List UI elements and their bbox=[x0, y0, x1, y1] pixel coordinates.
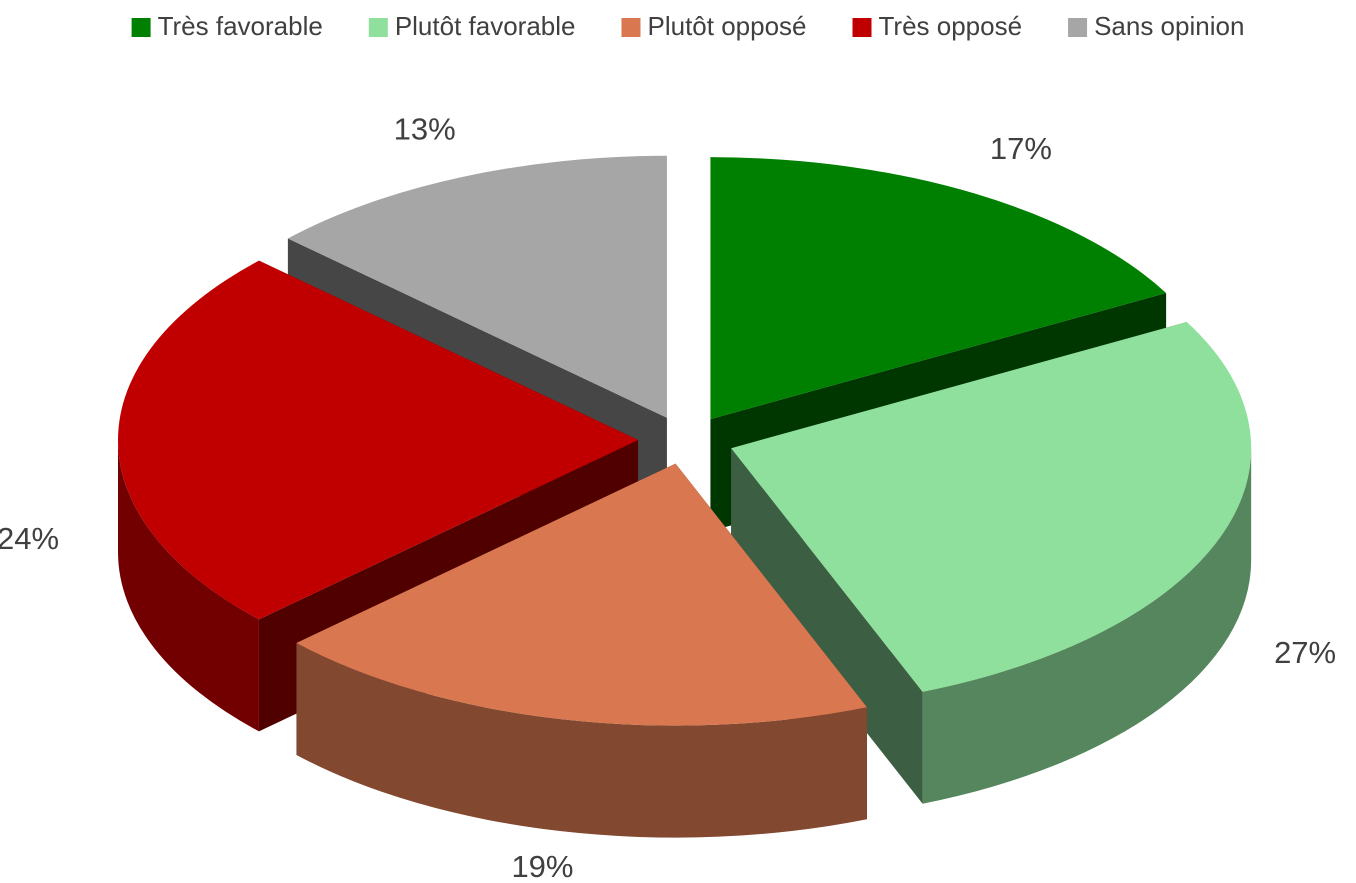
data-label: 19% bbox=[511, 849, 573, 883]
slice bbox=[296, 463, 867, 838]
slice-wall bbox=[296, 642, 867, 838]
slice-top bbox=[117, 260, 639, 620]
legend-item: Plutôt favorable bbox=[368, 11, 576, 41]
legend-item: Très opposé bbox=[852, 11, 1023, 41]
legend-item: Très favorable bbox=[131, 11, 323, 41]
slice-top bbox=[296, 463, 867, 726]
legend-swatch bbox=[1068, 18, 1088, 37]
slice-top bbox=[287, 155, 667, 418]
data-label: 13% bbox=[394, 112, 456, 147]
legend-label: Sans opinion bbox=[1094, 11, 1244, 41]
slice-side bbox=[731, 448, 923, 804]
slice-top bbox=[710, 157, 1167, 420]
data-label: 17% bbox=[990, 131, 1052, 166]
data-label: 27% bbox=[1274, 635, 1336, 670]
legend-swatch bbox=[368, 18, 388, 37]
legend-swatch bbox=[621, 18, 641, 37]
slice-top bbox=[731, 321, 1252, 692]
slice-wall bbox=[922, 448, 1252, 804]
legend-swatch bbox=[852, 18, 872, 37]
legend-item: Sans opinion bbox=[1068, 11, 1244, 41]
data-label: 24% bbox=[0, 521, 59, 556]
legend: Très favorable Plutôt favorable Plutôt opp… bbox=[131, 11, 1244, 41]
legend-label: Très favorable bbox=[158, 11, 323, 41]
legend-label: Plutôt opposé bbox=[647, 11, 806, 41]
legend-swatch bbox=[131, 18, 151, 37]
legend-item: Plutôt opposé bbox=[621, 11, 807, 41]
slice bbox=[731, 321, 1252, 804]
legend-label: Plutôt favorable bbox=[395, 11, 576, 41]
slice-wall bbox=[117, 440, 259, 732]
legend-label: Très opposé bbox=[879, 11, 1023, 41]
